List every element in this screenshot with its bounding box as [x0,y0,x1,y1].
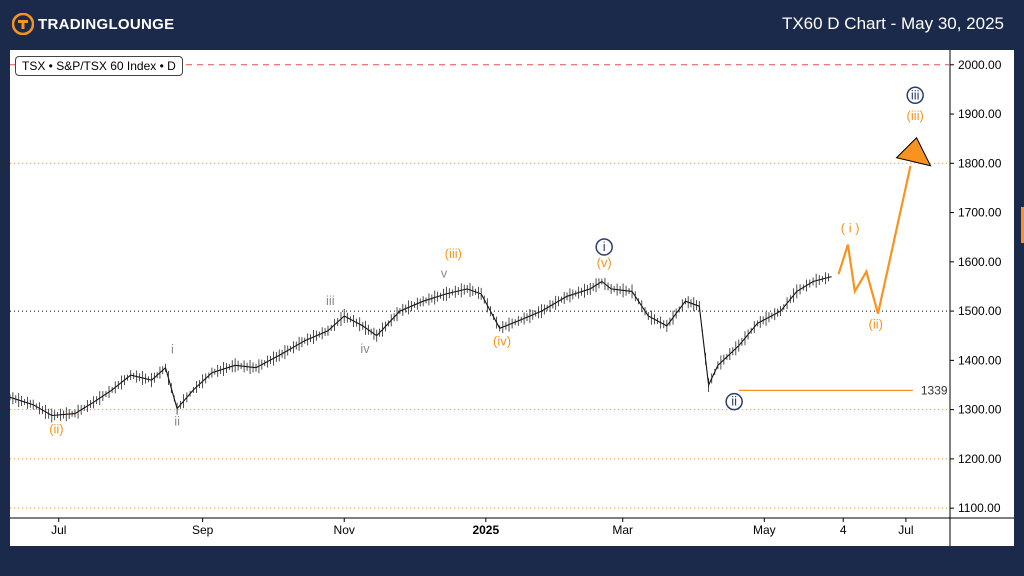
x-tick-label: Sep [192,523,214,537]
x-tick-label: 4 [840,523,847,537]
wave-label: (iii) [907,108,924,123]
price-chart: 1100.00 1200.00 1300.00 1400.00 1500.00 1600.… [9,50,1014,546]
y-tick-label: 1700.00 [958,206,1002,220]
y-tick-label: 1100.00 [958,501,1001,515]
wave-label-circle [595,238,613,256]
support-line-label: 1339 [921,383,948,397]
y-tick-label: 1600.00 [958,255,1002,269]
symbol-label: TSX • S&P/TSX 60 Index • D [15,56,183,76]
brand-name: TRADINGLOUNGE [38,15,175,33]
y-tick-label: 1400.00 [958,353,1002,367]
wave-label: (v) [597,255,612,270]
y-tick-label: 1300.00 [958,403,1002,417]
wave-label-circle [725,392,743,411]
y-tick-label: 1900.00 [958,107,1002,121]
x-tick-label: Jul [898,523,913,537]
wave-label-circle [906,86,924,105]
x-tick-label: May [753,523,776,537]
top-bar: TRADINGLOUNGE TX60 D Chart - May 30, 202… [0,0,1024,48]
wave-label: i [171,341,174,356]
x-tick-label: Jul [51,523,66,537]
wave-label: ii [174,413,180,428]
brand-logo: TRADINGLOUNGE [12,12,174,36]
wave-label: ii [731,394,737,409]
x-tick-label: 2025 [472,523,499,537]
x-tick-label: Mar [612,523,633,537]
chart-area: 1100.00 1200.00 1300.00 1400.00 1500.00 1600.… [9,50,1014,546]
price-line [9,276,832,417]
price-marker [1021,207,1024,243]
wave-label: iii [911,87,920,102]
wave-label: (ii) [869,316,883,331]
y-tick-label: 2000.00 [958,58,1002,72]
wave-label: iv [360,341,370,356]
y-tick-label: 1800.00 [958,156,1002,170]
wave-label: ( i ) [841,220,860,235]
wave-label: (ii) [49,421,63,436]
projection-arrow [895,136,932,167]
wave-label: i [603,239,606,254]
bottom-bar [0,546,1024,576]
y-tick-label: 1200.00 [958,452,1002,466]
chart-title: TX60 D Chart - May 30, 2025 [781,14,1004,33]
wave-label: (iii) [445,246,462,261]
wave-label: iii [326,293,335,308]
x-tick-label: Nov [334,523,355,537]
projection-line [837,165,912,314]
wave-label: v [441,266,448,281]
brand-logo-icon [12,13,34,35]
wave-label: (iv) [493,334,511,349]
y-tick-label: 1500.00 [958,304,1002,318]
